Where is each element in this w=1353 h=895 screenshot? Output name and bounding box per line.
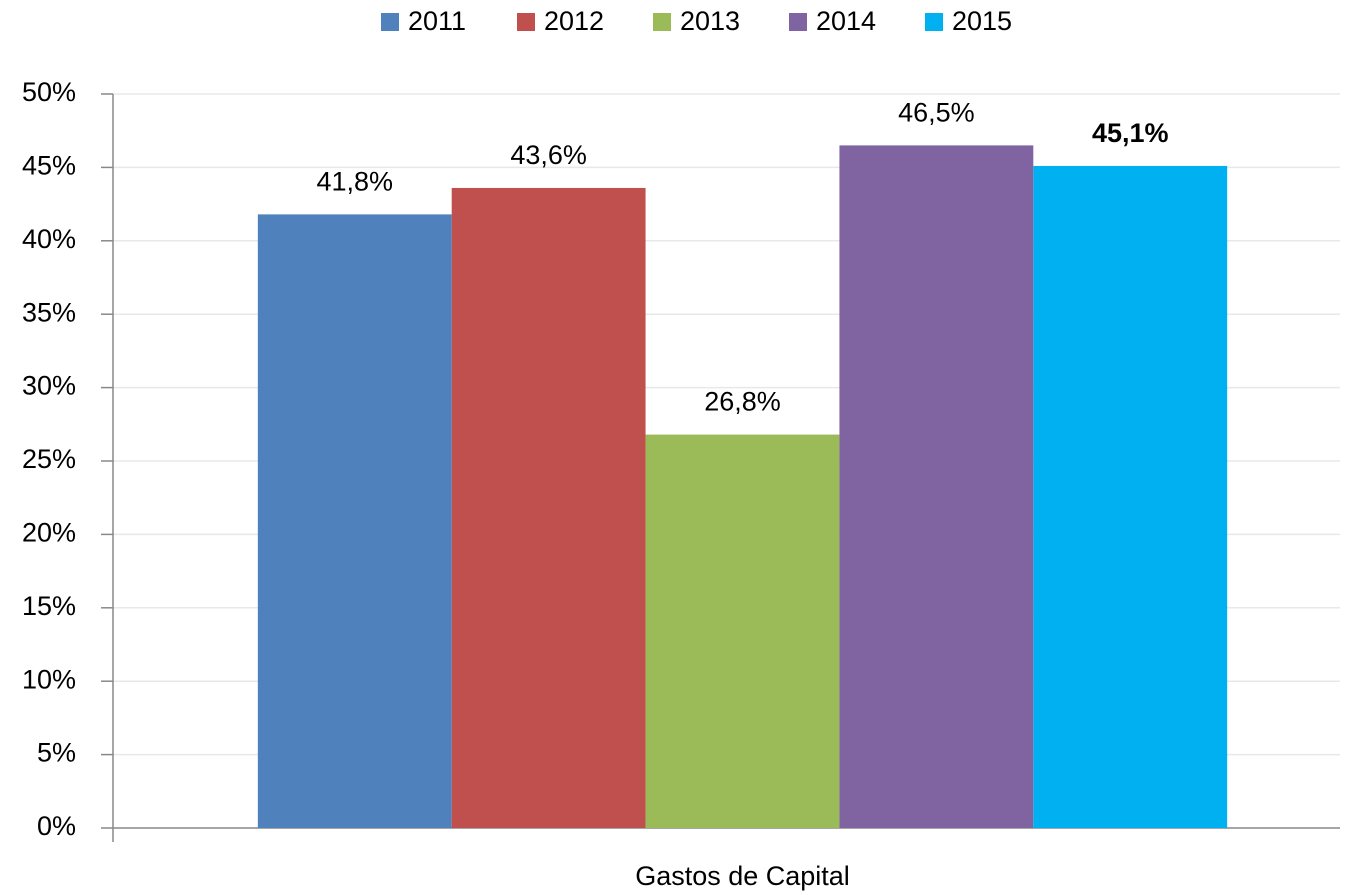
- legend-label: 2015: [952, 6, 1012, 36]
- x-tick-label: Gastos de Capital: [635, 861, 850, 891]
- legend-swatch: [789, 13, 807, 31]
- bar: [839, 145, 1034, 828]
- legend-swatch: [381, 13, 399, 31]
- legend-label: 2011: [408, 6, 466, 36]
- y-tick-label: 5%: [37, 738, 76, 768]
- data-label: 43,6%: [510, 140, 587, 170]
- legend-swatch: [653, 13, 671, 31]
- legend-label: 2013: [680, 6, 740, 36]
- y-tick-label: 0%: [37, 811, 76, 841]
- y-tick-label: 15%: [22, 591, 76, 621]
- legend-swatch: [925, 13, 943, 31]
- y-tick-label: 40%: [22, 224, 76, 254]
- y-tick-label: 30%: [22, 371, 76, 401]
- data-label: 41,8%: [316, 167, 393, 197]
- legend-label: 2012: [544, 6, 604, 36]
- y-tick-label: 10%: [22, 664, 76, 694]
- data-label: 45,1%: [1092, 118, 1169, 148]
- bar: [645, 434, 840, 828]
- y-tick-label: 35%: [22, 297, 76, 327]
- data-label: 26,8%: [704, 387, 781, 417]
- legend-label: 2014: [816, 6, 876, 36]
- y-tick-label: 25%: [22, 444, 76, 474]
- bar: [257, 214, 452, 829]
- legend-swatch: [517, 13, 535, 31]
- y-tick-label: 45%: [22, 151, 76, 181]
- data-label: 46,5%: [898, 98, 975, 128]
- y-tick-label: 20%: [22, 518, 76, 548]
- y-tick-label: 50%: [22, 77, 76, 107]
- bar: [451, 187, 646, 828]
- bar: [1033, 165, 1228, 828]
